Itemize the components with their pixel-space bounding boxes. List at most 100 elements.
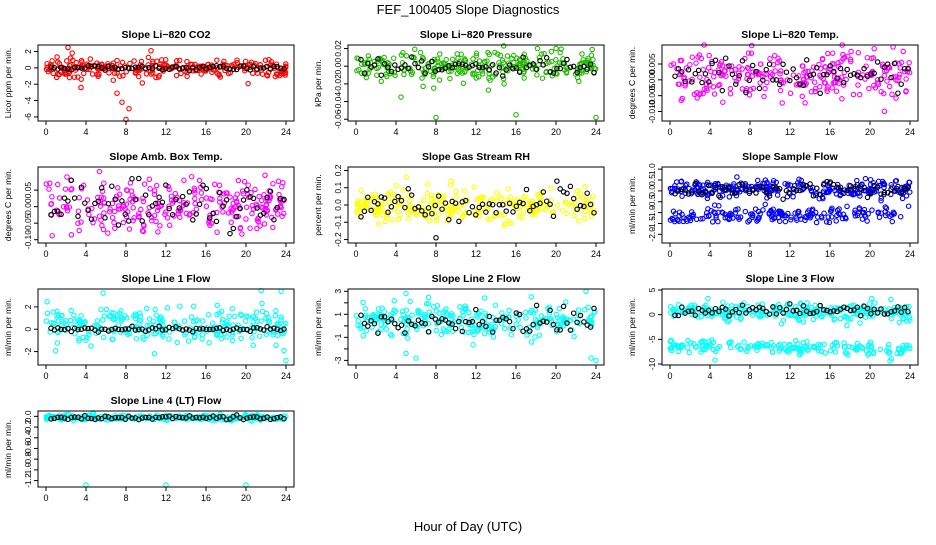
data-point [590, 56, 596, 63]
selected-point [459, 328, 466, 335]
selected-point [726, 63, 732, 69]
selected-point [557, 186, 563, 192]
selected-point [695, 67, 702, 74]
data-point [81, 320, 88, 326]
data-point [677, 343, 684, 349]
data-point [854, 306, 861, 313]
data-point [844, 322, 850, 329]
selected-point [560, 60, 567, 66]
selected-point [405, 186, 412, 192]
data-point [400, 187, 406, 193]
data-point [198, 190, 205, 196]
selected-point [672, 73, 678, 79]
y-tick-label: 0.2 [333, 164, 343, 176]
data-point [771, 53, 778, 59]
data-point [759, 340, 766, 347]
y-tick-label: -0.04 [333, 92, 343, 112]
selected-point [888, 74, 894, 81]
data-point [872, 300, 878, 306]
selected-point [61, 195, 68, 201]
chart-title: Slope Sample Flow [742, 151, 839, 163]
data-point [581, 59, 587, 66]
data-point [582, 183, 588, 190]
data-point [762, 201, 768, 208]
selected-point [159, 199, 166, 206]
data-point [791, 186, 797, 193]
data-point [747, 211, 754, 217]
selected-point [82, 325, 88, 331]
selected-point [122, 64, 129, 71]
y-tick-label: -0.06 [333, 109, 343, 129]
selected-point [442, 317, 449, 323]
selected-point [722, 306, 729, 312]
data-point-outlier [83, 482, 89, 488]
selected-point [699, 307, 705, 314]
data-point [889, 91, 895, 98]
data-point [854, 212, 861, 219]
data-point [542, 207, 549, 213]
selected-point [530, 61, 536, 67]
x-tick-label: 8 [123, 127, 128, 137]
chart-panel: Slope Amb. Box Temp.degrees C per min.0 4… [3, 151, 295, 259]
selected-point [496, 201, 503, 208]
chart-title: Slope Li−820 Pressure [420, 29, 533, 41]
data-point [384, 210, 390, 217]
data-point [527, 309, 534, 316]
data-point [707, 82, 713, 88]
selected-point [250, 195, 257, 202]
data-points [43, 44, 289, 123]
data-point [428, 195, 435, 202]
selected-point [820, 71, 827, 78]
data-point [187, 211, 193, 217]
y-axis-label: Licor ppm per min. [3, 48, 13, 118]
data-point [392, 72, 398, 79]
selected-point [776, 81, 783, 88]
y-tick-label: -0.6 [23, 441, 33, 456]
selected-point [281, 415, 287, 422]
selected-point [793, 307, 800, 314]
data-point [166, 186, 172, 193]
data-point [273, 342, 279, 349]
selected-point [136, 326, 142, 333]
data-point [166, 336, 172, 342]
data-point [731, 181, 737, 187]
x-tick-label: 4 [83, 371, 88, 381]
data-point [582, 215, 588, 222]
data-point [534, 72, 540, 78]
data-point [832, 316, 838, 322]
data-point [395, 216, 402, 223]
data-point [122, 206, 128, 212]
data-point [117, 73, 123, 79]
selected-point [905, 184, 911, 191]
data-point [772, 68, 778, 74]
selected-point [739, 58, 746, 64]
data-point [694, 343, 700, 350]
selected-point [385, 64, 391, 71]
selected-point [213, 62, 220, 69]
data-point-outlier [583, 288, 589, 295]
data-point [546, 310, 553, 316]
selected-point [361, 320, 368, 327]
selected-point [75, 326, 81, 333]
data-point [854, 190, 861, 196]
y-tick-label: 0.000 [647, 69, 657, 91]
selected-point [554, 327, 560, 333]
data-point-outlier [398, 94, 404, 100]
data-point [754, 177, 761, 184]
data-point-outlier [88, 343, 94, 349]
data-point [848, 48, 854, 55]
selected-point [82, 200, 88, 206]
selected-point [381, 195, 388, 201]
data-point [836, 206, 842, 212]
data-point [880, 181, 886, 187]
selected-point [233, 213, 240, 220]
data-point [822, 350, 829, 356]
data-point [473, 50, 480, 57]
selected-point [71, 414, 78, 420]
data-point [693, 216, 700, 223]
data-point [378, 78, 385, 85]
data-point [229, 332, 235, 338]
selected-point [783, 306, 790, 313]
data-point [43, 181, 50, 187]
